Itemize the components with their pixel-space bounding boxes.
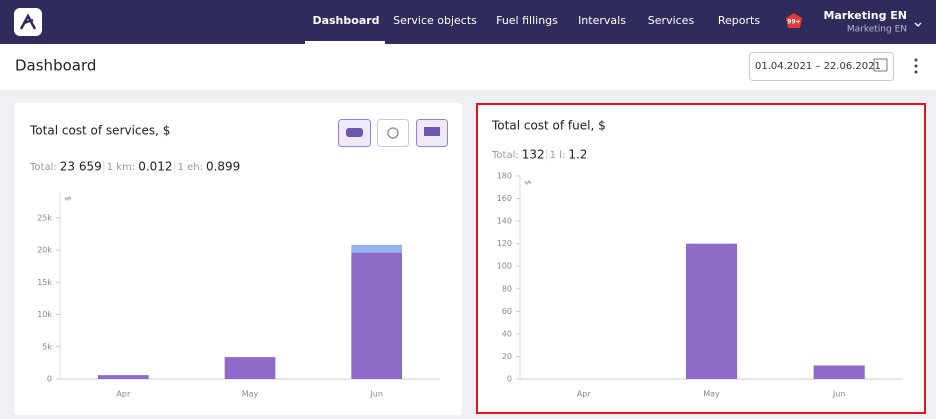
bar bbox=[685, 243, 738, 379]
y-axis-label: $ bbox=[64, 196, 73, 201]
x-tick-label: May bbox=[242, 390, 259, 399]
notification-icon[interactable] bbox=[786, 13, 802, 28]
stat-label: 1 l: bbox=[550, 150, 566, 161]
services-panel bbox=[14, 103, 462, 415]
y-tick-label: 0 bbox=[507, 375, 512, 384]
stat-label: Total: bbox=[491, 150, 519, 161]
bar bbox=[351, 244, 402, 253]
nav-item[interactable]: Dashboard bbox=[312, 14, 379, 27]
y-axis-label: $ bbox=[524, 180, 533, 185]
bar bbox=[224, 357, 276, 379]
bar bbox=[98, 375, 149, 379]
more-menu[interactable] bbox=[914, 58, 918, 74]
logo-mark bbox=[19, 13, 37, 30]
date-range: 01.04.2021 – 22.06.2021 bbox=[755, 61, 881, 72]
y-tick-label: 5k bbox=[42, 342, 52, 351]
stat-label: Total: bbox=[29, 162, 57, 173]
active-tab-indicator bbox=[305, 41, 385, 44]
x-tick-label: Apr bbox=[577, 390, 592, 399]
stat-value: 132 bbox=[522, 148, 545, 162]
y-tick-label: 140 bbox=[497, 217, 512, 226]
user-org: Marketing EN bbox=[847, 25, 907, 35]
device-icon bbox=[424, 127, 440, 136]
nav-items: Dashboard Service objects Fuel fillings Int… bbox=[312, 14, 760, 27]
filter-buttons bbox=[338, 119, 448, 147]
x-tick-label: Jun bbox=[369, 390, 383, 399]
y-tick-label: 120 bbox=[497, 239, 512, 248]
bar bbox=[813, 365, 865, 379]
stat-value: 0.012 bbox=[138, 160, 172, 174]
chart-title: Total cost of fuel, $ bbox=[491, 119, 606, 133]
x-tick-label: Jun bbox=[832, 390, 846, 399]
steering-filter-button[interactable] bbox=[377, 119, 409, 147]
chart-title: Total cost of services, $ bbox=[29, 124, 170, 138]
calendar-icon bbox=[873, 58, 888, 72]
page-title: Dashboard bbox=[15, 57, 96, 75]
bar bbox=[351, 252, 402, 379]
stat-value: 23 659 bbox=[60, 160, 102, 174]
y-tick-label: 20k bbox=[37, 246, 52, 255]
y-tick-label: 0 bbox=[47, 375, 52, 384]
nav-item[interactable]: Service objects bbox=[393, 14, 477, 27]
nav-item[interactable]: Intervals bbox=[578, 14, 626, 27]
steering-icon bbox=[387, 127, 399, 139]
nav-item[interactable]: Fuel fillings bbox=[496, 14, 558, 27]
y-tick-label: 180 bbox=[497, 172, 512, 181]
user-menu-chevron[interactable] bbox=[914, 22, 922, 27]
y-tick-label: 10k bbox=[37, 310, 52, 319]
x-tick-label: May bbox=[703, 390, 720, 399]
y-tick-label: 160 bbox=[497, 194, 512, 203]
y-tick-label: 15k bbox=[37, 278, 52, 287]
y-tick-label: 20 bbox=[502, 352, 512, 361]
y-tick-label: 80 bbox=[502, 284, 512, 293]
y-tick-label: 60 bbox=[502, 307, 512, 316]
y-tick-label: 100 bbox=[497, 262, 512, 271]
date-picker[interactable] bbox=[749, 52, 894, 81]
stat-value: 0.899 bbox=[206, 160, 240, 174]
nav-item[interactable]: Services bbox=[648, 14, 695, 27]
stat-label: 1 eh: bbox=[178, 162, 203, 173]
user-name[interactable]: Marketing EN bbox=[823, 9, 907, 22]
x-tick-label: Apr bbox=[116, 390, 131, 399]
notification-badge: 99+ bbox=[787, 19, 800, 26]
y-tick-label: 40 bbox=[502, 329, 512, 338]
stat-value: 1.2 bbox=[568, 148, 587, 162]
vehicle-icon bbox=[346, 128, 363, 137]
nav-item[interactable]: Reports bbox=[718, 14, 760, 27]
stat-label: 1 km: bbox=[107, 162, 135, 173]
navbar bbox=[0, 0, 936, 44]
y-tick-label: 25k bbox=[37, 213, 52, 222]
